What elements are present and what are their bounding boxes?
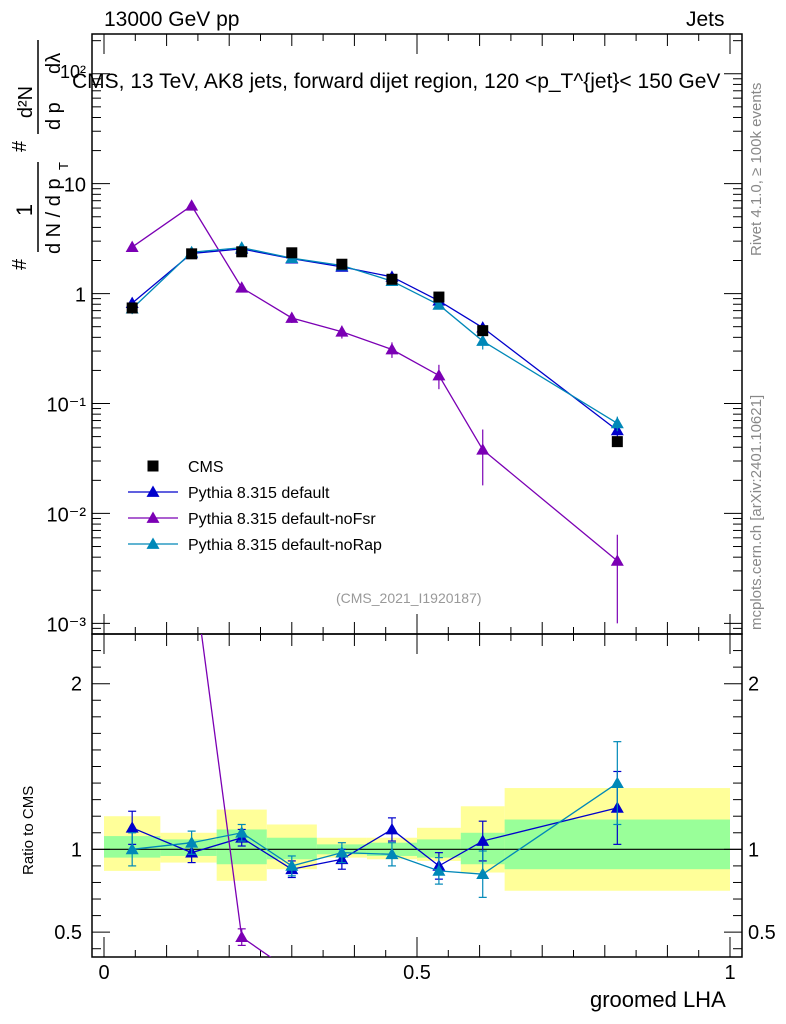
ratio-series-group (125, 412, 624, 1006)
plot-title: CMS, 13 TeV, AK8 jets, forward dijet reg… (72, 70, 721, 93)
legend-label: Pythia 8.315 default-noFsr (188, 511, 376, 528)
ratio-marker-noRap (385, 847, 399, 860)
ratio-marker-default (125, 821, 139, 833)
cms-data-point (433, 291, 445, 303)
cms-data-point (126, 302, 138, 314)
y-label-hash2: # (9, 140, 31, 152)
y-tick-label: 10² (60, 62, 86, 82)
ratio-bands (104, 788, 730, 891)
ratio-marker-noFsr (385, 970, 398, 981)
y-label-dlambda: dλ (43, 53, 65, 74)
y-label-frac2-den: d p (43, 102, 65, 130)
cms-data-point (186, 248, 198, 260)
ratio-marker-default (476, 834, 490, 846)
ratio-y-tick-label-left: 2 (71, 674, 82, 696)
series-marker-noRap (432, 298, 446, 310)
legend-label: CMS (188, 459, 224, 476)
header-collision-label: 13000 GeV pp (104, 8, 240, 31)
y-tick-label: 10⁻² (47, 504, 87, 526)
cms-data-point (286, 247, 298, 259)
y-label-frac-num: 1 (12, 204, 37, 216)
ratio-marker-noRap (125, 842, 139, 855)
legend-marker-default (146, 485, 160, 497)
cms-data-point (611, 436, 623, 448)
legend-marker-noRap (146, 537, 160, 549)
legend: CMS Pythia 8.315 default Pythia 8.315 defa… (128, 459, 382, 554)
main-series-group (125, 199, 624, 624)
ratio-marker-noRap (235, 826, 249, 838)
legend-marker-noFsr (146, 511, 160, 523)
x-tick-label: 0.5 (403, 962, 431, 984)
x-tick-label: 0 (98, 962, 109, 984)
series-marker-noFsr (185, 199, 199, 211)
series-marker-noFsr (335, 325, 349, 337)
ratio-marker-noFsr (335, 969, 348, 980)
analysis-reference-label: (CMS_2021_I1920187) (336, 590, 482, 606)
series-marker-noFsr (432, 368, 446, 381)
ratio-marker-default (385, 822, 399, 835)
x-tick-label: 1 (724, 962, 735, 984)
ratio-marker-noFsr (285, 965, 298, 976)
header-category-label: Jets (686, 8, 725, 31)
y-label-subscript: T (56, 162, 71, 170)
series-marker-noRap (610, 416, 624, 429)
ratio-y-tick-label-right: 2 (748, 674, 759, 696)
y-tick-label: 1 (75, 285, 86, 307)
series-marker-noFsr (125, 240, 139, 252)
y-axis-label: #1 d N / d p T # d²N d p dλ (9, 40, 71, 270)
y-label-hash: # (9, 258, 31, 270)
series-line-noFsr (131, 204, 618, 562)
cms-data-point (386, 273, 398, 285)
series-marker-noFsr (610, 554, 624, 566)
ratio-marker-noRap (285, 859, 299, 871)
ratio-marker-noFsr (235, 930, 249, 942)
ratio-band-inner (266, 837, 317, 860)
x-axis-label: groomed LHA (590, 987, 726, 1012)
ratio-marker-noFsr (476, 995, 489, 1006)
y-label-frac-den: d N / d p (43, 178, 65, 254)
ratio-y-tick-label-right: 1 (748, 839, 759, 861)
ratio-y-tick-label-left: 1 (71, 839, 82, 861)
ratio-y-tick-label-left: 0.5 (54, 922, 82, 944)
y-tick-label: 10⁻¹ (47, 395, 87, 417)
ratio-marker-noRap (432, 864, 446, 876)
cms-data-point (477, 325, 489, 337)
ratio-marker-noFsr (185, 553, 198, 564)
series-marker-noFsr (476, 443, 490, 455)
legend-label: Pythia 8.315 default (188, 485, 330, 502)
legend-label: Pythia 8.315 default-noRap (188, 537, 382, 554)
legend-marker-cms (147, 460, 159, 472)
ratio-marker-noRap (185, 836, 199, 848)
y-tick-label: 10 (64, 175, 86, 197)
cms-data-point (336, 258, 348, 270)
ratio-marker-noRap (476, 867, 490, 880)
series-marker-noFsr (285, 311, 299, 323)
cms-data-point (236, 246, 248, 258)
ratio-marker-noFsr (126, 412, 139, 423)
y-tick-label: 10⁻³ (47, 614, 87, 636)
ratio-marker-noRap (335, 846, 349, 858)
ratio-y-tick-label-right: 0.5 (748, 922, 776, 944)
ratio-marker-noFsr (432, 977, 445, 988)
y-label-frac2-num: d²N (15, 86, 37, 118)
ratio-marker-noFsr (611, 995, 624, 1006)
series-marker-noFsr (235, 281, 249, 293)
ratio-band-inner (160, 839, 217, 856)
ratio-marker-noRap (610, 776, 624, 788)
ratio-band-inner (417, 839, 461, 858)
series-marker-noFsr (385, 343, 399, 355)
series-marker-noRap (476, 334, 490, 346)
ratio-line-noFsr (200, 634, 272, 957)
